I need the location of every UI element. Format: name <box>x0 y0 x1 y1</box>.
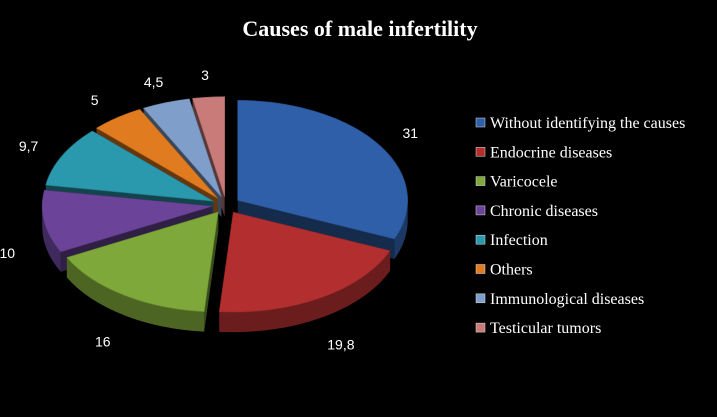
legend-swatch <box>475 205 486 216</box>
legend-item-6: Others <box>475 262 533 279</box>
legend-item-5: Infection <box>475 232 548 249</box>
legend-item-8: Testicular tumors <box>475 320 601 337</box>
pie-slice-rim <box>394 200 408 259</box>
pie-slice-4 <box>41 189 213 253</box>
pie-slice-2 <box>218 211 391 313</box>
legend-label: Chronic diseases <box>490 203 598 220</box>
data-label-7: 4,5 <box>144 74 164 90</box>
chart-title: Causes of male infertility <box>242 16 477 41</box>
legend-swatch <box>475 264 486 274</box>
pie-slice-3 <box>66 211 219 312</box>
data-label-2: 19,8 <box>327 337 354 353</box>
pie-slice-6 <box>95 109 218 199</box>
data-label-8: 3 <box>201 67 209 83</box>
pie-slice-5 <box>45 130 214 202</box>
data-label-3: 16 <box>95 333 111 349</box>
legend-swatch <box>475 322 486 333</box>
data-labels: 31 19,8 16 10 9,7 5 4,5 3 <box>0 67 418 352</box>
legend-label: Without identifying the causes <box>490 115 685 132</box>
pie-slice-8 <box>192 96 225 197</box>
pie-slice-rim <box>219 250 391 333</box>
legend-swatch <box>475 176 486 186</box>
data-label-1: 31 <box>403 125 419 141</box>
data-label-6: 5 <box>91 92 99 108</box>
legend-swatch <box>475 234 486 245</box>
legend-item-7: Immunological diseases <box>475 291 644 308</box>
legend-label: Testicular tumors <box>490 320 601 337</box>
legend-item-2: Endocrine diseases <box>475 144 612 161</box>
pie-slice-7 <box>142 98 222 198</box>
legend-swatch <box>475 117 486 128</box>
data-label-4: 10 <box>0 245 15 261</box>
legend-label: Endocrine diseases <box>490 144 612 161</box>
legend-label: Varicocele <box>490 174 558 191</box>
legend-label: Immunological diseases <box>490 291 644 308</box>
pie-slices <box>41 96 408 333</box>
legend-item-4: Chronic diseases <box>475 203 598 220</box>
pie-slice-rim <box>66 257 205 332</box>
legend-item-3: Varicocele <box>475 174 558 191</box>
legend-swatch <box>475 147 486 157</box>
pie-slice-wall <box>204 211 219 332</box>
legend-label: Others <box>490 262 533 279</box>
legend-swatch <box>475 293 486 304</box>
legend-label: Infection <box>490 232 548 249</box>
pie-slice-1 <box>237 100 408 240</box>
legend: Without identifying the causes Endocrine … <box>475 115 685 337</box>
data-label-5: 9,7 <box>19 138 39 154</box>
legend-item-1: Without identifying the causes <box>475 115 685 132</box>
